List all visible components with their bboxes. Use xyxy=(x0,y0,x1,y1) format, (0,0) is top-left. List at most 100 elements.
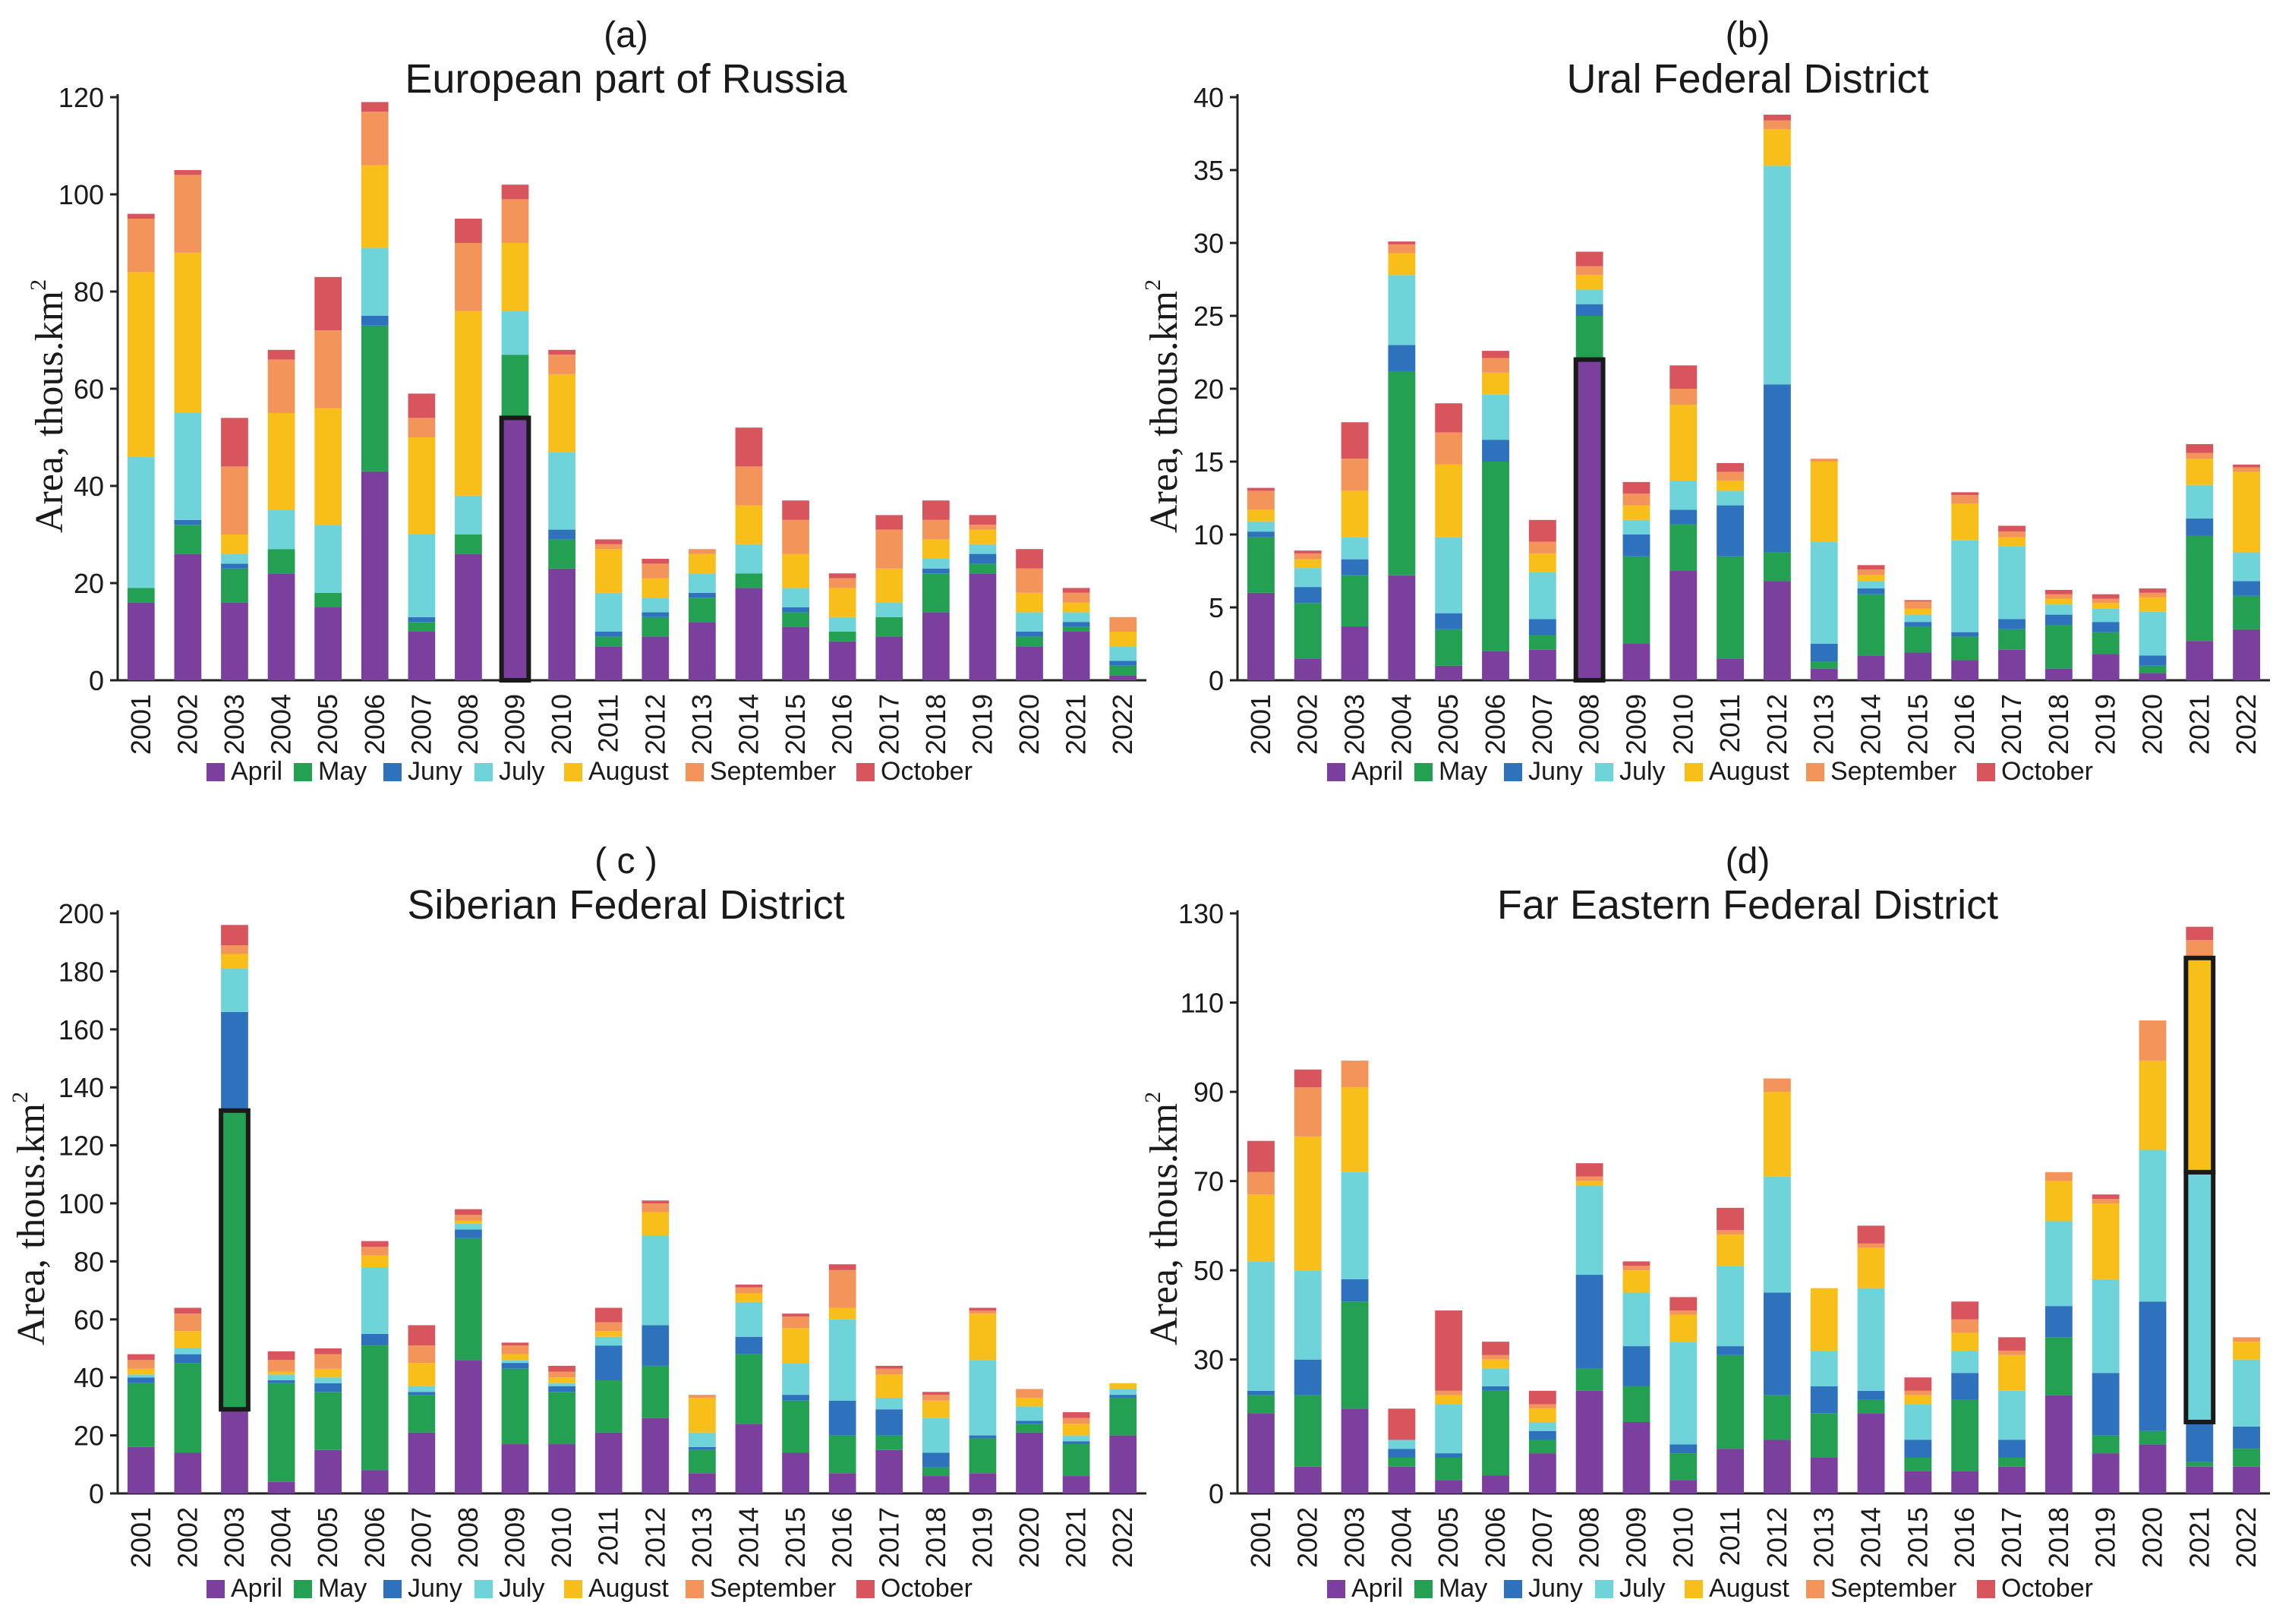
x-tick-label: 2007 xyxy=(405,694,437,755)
bar-september-2005 xyxy=(1435,1390,1463,1395)
bar-september-2018 xyxy=(922,519,950,540)
bar-may-2020 xyxy=(1016,1424,1043,1433)
bar-juny-2013 xyxy=(1810,1386,1838,1414)
bar-april-2009 xyxy=(1622,644,1650,680)
bar-september-2022 xyxy=(2233,467,2261,472)
x-tick-label: 2008 xyxy=(452,694,484,755)
bar-juny-2017 xyxy=(875,1409,903,1436)
legend-label-april: April xyxy=(1351,1574,1403,1603)
bar-april-2012 xyxy=(642,636,670,680)
bar-may-2018 xyxy=(2045,1337,2073,1395)
legend-label-july: July xyxy=(1619,1574,1665,1603)
bar-juny-2006 xyxy=(361,316,389,326)
bar-september-2011 xyxy=(594,544,623,550)
bar-october-2017 xyxy=(1998,525,2026,532)
bar-september-2009 xyxy=(501,1345,529,1354)
bar-july-2018 xyxy=(2045,1221,2073,1307)
bar-may-2006 xyxy=(361,1345,389,1471)
bar-juny-2010 xyxy=(548,1386,575,1392)
bar-august-2008 xyxy=(455,1220,482,1224)
bar-october-2007 xyxy=(1528,519,1556,542)
bar-september-2002 xyxy=(1294,553,1322,560)
x-tick-label: 2005 xyxy=(1433,694,1464,755)
legend-label-october: October xyxy=(881,1574,973,1603)
bar-juny-2008 xyxy=(1575,1275,1603,1369)
bar-september-2016 xyxy=(1951,1319,1979,1333)
legend-label-juny: Juny xyxy=(408,757,462,786)
y-tick-label: 30 xyxy=(1193,228,1224,259)
bar-april-2011 xyxy=(594,1432,623,1493)
bar-may-2009 xyxy=(501,1368,529,1445)
x-tick-label: 2007 xyxy=(405,1507,437,1568)
bar-august-2005 xyxy=(1435,1395,1463,1405)
bar-august-2015 xyxy=(1904,608,1932,615)
bar-october-2001 xyxy=(127,1354,155,1361)
bar-september-2001 xyxy=(1247,490,1275,510)
bar-april-2009 xyxy=(501,1444,529,1493)
y-tick-label: 0 xyxy=(89,665,104,696)
bar-may-2006 xyxy=(361,325,389,471)
bar-april-2004 xyxy=(1388,575,1416,680)
bar-july-2022 xyxy=(1109,646,1137,661)
bar-october-2014 xyxy=(1857,565,1885,570)
bar-april-2009 xyxy=(1622,1421,1650,1493)
bar-october-2010 xyxy=(1669,1297,1698,1311)
bar-may-2019 xyxy=(2092,632,2120,654)
x-tick-label: 2016 xyxy=(1949,1507,1980,1568)
bar-september-2010 xyxy=(1669,1310,1698,1315)
bar-july-2019 xyxy=(969,1360,997,1436)
bar-april-2003 xyxy=(1341,626,1369,680)
bar-may-2013 xyxy=(1810,661,1838,669)
bar-may-2020 xyxy=(2139,1430,2167,1445)
bar-september-2014 xyxy=(735,466,763,506)
bar-august-2010 xyxy=(1669,405,1698,481)
legend-label-april: April xyxy=(1351,757,1403,786)
bar-july-2006 xyxy=(1482,394,1509,440)
x-tick-label: 2017 xyxy=(1996,694,2027,755)
bar-april-2019 xyxy=(2092,654,2120,680)
bar-may-2003 xyxy=(1341,1301,1369,1409)
bar-juny-2019 xyxy=(969,1435,997,1439)
bar-july-2011 xyxy=(594,592,623,632)
bar-juny-2013 xyxy=(1810,644,1838,662)
bar-august-2014 xyxy=(735,1293,763,1302)
y-tick-label: 110 xyxy=(1181,988,1224,1019)
bar-may-2020 xyxy=(1016,636,1043,647)
bar-july-2002 xyxy=(174,413,202,520)
bar-july-2011 xyxy=(1717,490,1745,506)
bar-july-2017 xyxy=(875,1397,903,1410)
x-tick-label: 2004 xyxy=(1386,694,1417,755)
y-tick-label: 40 xyxy=(74,1362,104,1393)
bar-september-2019 xyxy=(969,1310,997,1314)
bar-july-2003 xyxy=(221,553,248,564)
bar-september-2006 xyxy=(361,1247,389,1256)
bar-october-2006 xyxy=(1482,1342,1509,1355)
bar-august-2006 xyxy=(361,165,389,248)
bar-april-2011 xyxy=(594,646,623,680)
y-tick-label: 60 xyxy=(74,1304,104,1335)
bar-april-2004 xyxy=(267,573,295,680)
bar-july-2007 xyxy=(408,1386,436,1392)
bar-july-2009 xyxy=(1622,519,1650,535)
legend-label-july: July xyxy=(499,1574,544,1603)
bar-juny-2007 xyxy=(1528,619,1556,635)
bar-september-2018 xyxy=(2045,1171,2073,1181)
bar-october-2017 xyxy=(875,515,903,530)
bar-september-2005 xyxy=(314,330,342,408)
x-tick-label: 2020 xyxy=(2136,1507,2167,1568)
x-tick-label: 2004 xyxy=(1386,1507,1417,1568)
bar-october-2018 xyxy=(922,1392,950,1395)
bar-april-2010 xyxy=(548,1444,575,1493)
bar-may-2014 xyxy=(735,1354,763,1424)
bar-may-2002 xyxy=(174,1363,202,1453)
bar-may-2012 xyxy=(642,616,670,637)
bar-october-2002 xyxy=(1294,550,1322,553)
x-tick-label: 2002 xyxy=(172,694,203,755)
legend-swatch-august xyxy=(1685,1580,1703,1598)
y-tick-label: 20 xyxy=(74,568,104,599)
legend-swatch-october xyxy=(856,763,875,781)
bar-october-2005 xyxy=(1435,403,1463,433)
bar-juny-2004 xyxy=(1388,345,1416,371)
bar-july-2017 xyxy=(1998,1390,2026,1440)
y-tick-label: 20 xyxy=(1193,374,1224,405)
